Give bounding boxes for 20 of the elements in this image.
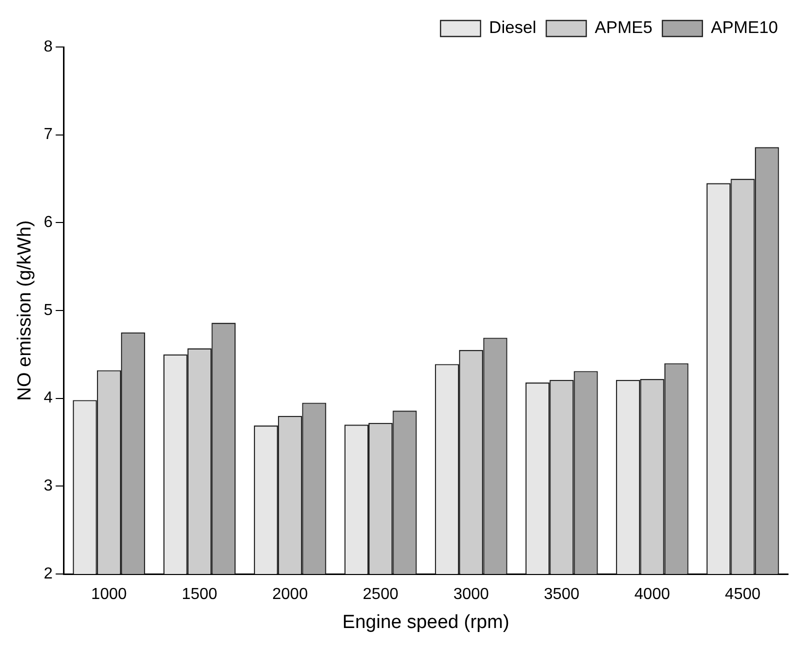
legend-label: APME10: [710, 18, 778, 38]
legend-label: Diesel: [489, 18, 536, 38]
x-tick-label: 3000: [453, 586, 490, 604]
y-tick-label: 6: [44, 214, 53, 232]
x-tick-label: 2500: [362, 586, 398, 604]
y-tick-label: 8: [44, 38, 53, 56]
x-tick-label: 1000: [91, 586, 127, 604]
x-axis-title: Engine speed (rpm): [342, 612, 510, 633]
x-tick-label: 4500: [724, 586, 761, 604]
y-axis-title: NO emission (g/kWh): [14, 220, 36, 401]
x-tick-label: 4000: [634, 586, 670, 604]
y-tick-label: 5: [44, 302, 53, 319]
y-tick-label: 3: [44, 478, 53, 495]
x-tick-label: 3500: [544, 586, 580, 604]
x-tick-label: 1500: [182, 586, 218, 604]
y-tick-label: 4: [44, 390, 53, 407]
legend-label: APME5: [594, 18, 652, 38]
x-tick-label: 2000: [272, 586, 308, 604]
y-tick-label: 2: [44, 565, 53, 582]
y-tick-label: 7: [44, 126, 53, 144]
